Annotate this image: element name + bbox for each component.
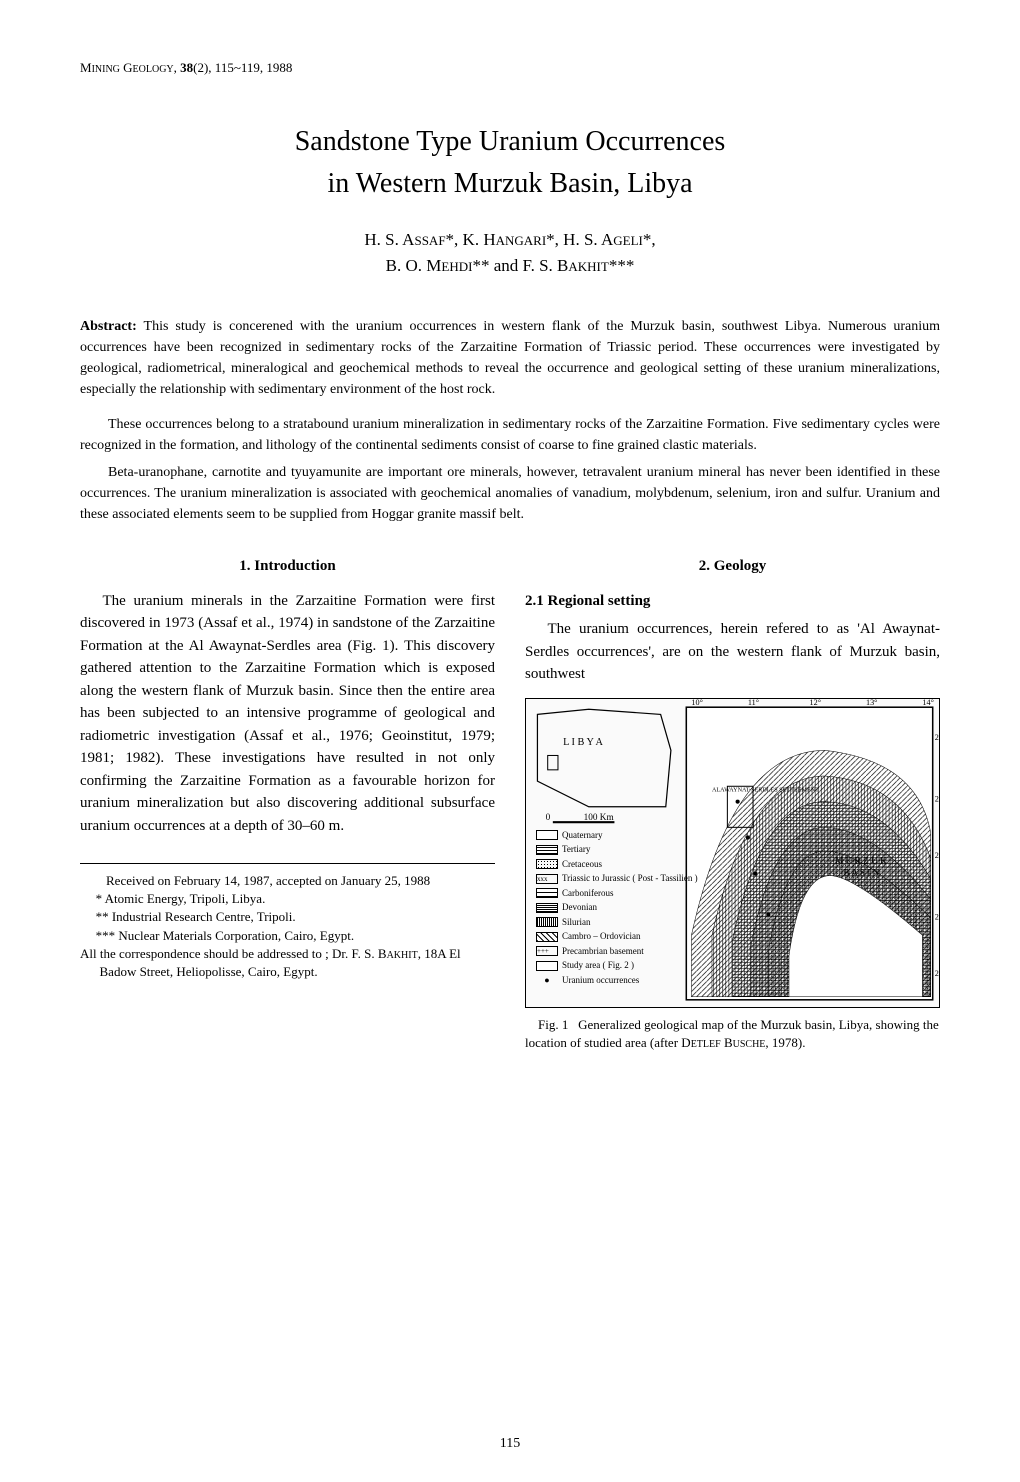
legend-item: xxxTriassic to Jurassic ( Post - Tassili… [536, 872, 698, 886]
lat-tick: 23° [935, 969, 939, 978]
inset-label: L I B Y A [563, 737, 603, 748]
abstract-p2: These occurrences belong to a strataboun… [80, 414, 940, 456]
lon-tick: 12° [810, 699, 821, 707]
lat-tick: 26° [935, 794, 939, 803]
basin-label1: M U R Z U K [835, 855, 887, 865]
paper-title-line1: Sandstone Type Uranium Occurrences [80, 126, 940, 158]
uranium-dot [746, 835, 750, 839]
abstract-label: Abstract: [80, 319, 137, 334]
uranium-dot [736, 799, 740, 803]
lat-tick: 27° [935, 733, 939, 742]
map-legend: Quaternary Tertiary Cretaceous xxxTriass… [536, 829, 698, 989]
journal-vol: 38 [180, 60, 193, 75]
section2-p1: The uranium occurrences, herein refered … [525, 618, 940, 686]
right-column: 2. Geology 2.1 Regional setting The uran… [525, 555, 940, 1052]
lon-tick: 14° [922, 699, 933, 707]
authors-line1: H. S. ASSAF*, K. HANGARI*, H. S. AGELI*, [80, 230, 940, 250]
figure-1-map: L I B Y A 0 100 Km 10° 11° 12° 13° 14° [525, 698, 940, 1008]
legend-item: Cretaceous [536, 858, 698, 872]
legend-item: Devonian [536, 901, 698, 915]
abstract-p3: Beta-uranophane, carnotite and tyuyamuni… [80, 462, 940, 525]
section1-heading: 1. Introduction [80, 555, 495, 578]
section1-p1: The uranium minerals in the Zarzaitine F… [80, 590, 495, 838]
journal-name: MINING GEOLOGY, [80, 60, 177, 75]
lon-tick: 10° [691, 699, 702, 707]
lat-tick: 24° [935, 912, 939, 921]
footnote-3: *** Nuclear Materials Corporation, Cairo… [80, 927, 495, 945]
lon-tick: 11° [748, 699, 759, 707]
journal-header: MINING GEOLOGY, 38(2), 115~119, 1988 [80, 60, 940, 76]
legend-item: Carboniferous [536, 887, 698, 901]
lon-tick: 13° [866, 699, 877, 707]
basin-label2: B A S I N [843, 867, 879, 877]
section2-heading: 2. Geology [525, 555, 940, 578]
legend-item: ●Uranium occurrences [536, 974, 698, 988]
settlement-label: ALAWAYNAT-SERDLES SETTLEMENT [712, 787, 819, 793]
column-container: 1. Introduction The uranium minerals in … [80, 555, 940, 1052]
abstract-p1-text: This study is concerened with the uraniu… [80, 319, 940, 397]
scale-label: 100 Km [584, 812, 615, 822]
libya-inset: L I B Y A [537, 709, 670, 807]
left-column: 1. Introduction The uranium minerals in … [80, 555, 495, 1052]
figure-1-caption: Fig. 1 Generalized geological map of the… [525, 1016, 940, 1052]
footnote-corr: All the correspondence should be address… [80, 945, 495, 981]
scale-bar: 0 100 Km [546, 812, 615, 822]
svg-text:0: 0 [546, 812, 551, 822]
uranium-dot [753, 871, 757, 875]
legend-item: Tertiary [536, 843, 698, 857]
page-number: 115 [0, 1436, 1020, 1452]
footnote-1: * Atomic Energy, Tripoli, Libya. [80, 890, 495, 908]
legend-item: Cambro – Ordovician [536, 930, 698, 944]
lat-tick: 25° [935, 851, 939, 860]
authors-line2: B. O. MEHDI** and F. S. BAKHIT*** [80, 256, 940, 276]
legend-item: Silurian [536, 916, 698, 930]
abstract-p1: Abstract: This study is concerened with … [80, 316, 940, 400]
paper-title-line2: in Western Murzuk Basin, Libya [80, 168, 940, 200]
legend-item: Study area ( Fig. 2 ) [536, 959, 698, 973]
journal-issue: (2), 115~119, 1988 [193, 60, 292, 75]
legend-item: Quaternary [536, 829, 698, 843]
section2-sub1-heading: 2.1 Regional setting [525, 590, 940, 613]
uranium-dot [766, 912, 770, 916]
received-note: Received on February 14, 1987, accepted … [80, 863, 495, 890]
legend-item: +++Precambrian basement [536, 945, 698, 959]
footnote-2: ** Industrial Research Centre, Tripoli. [80, 908, 495, 926]
